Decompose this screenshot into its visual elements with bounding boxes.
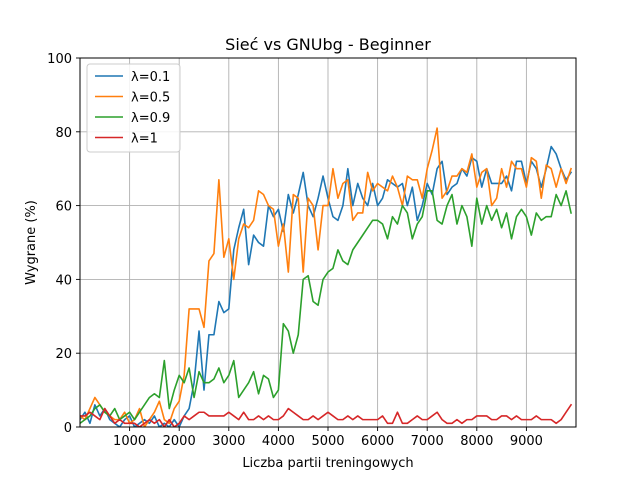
legend-label: λ=0.9 <box>131 111 170 126</box>
y-tick-label: 80 <box>55 126 72 141</box>
x-tick-label: 8000 <box>460 434 493 449</box>
x-tick-label: 9000 <box>510 434 543 449</box>
y-tick-label: 20 <box>55 347 72 362</box>
y-tick-label: 0 <box>64 421 72 436</box>
series-lines <box>80 127 573 427</box>
chart-title: Sieć vs GNUbg - Beginner <box>225 35 431 54</box>
legend-label: λ=0.5 <box>131 91 170 106</box>
legend-label: λ=0.1 <box>131 70 170 85</box>
x-tick-label: 7000 <box>411 434 444 449</box>
series-line-2 <box>80 127 573 427</box>
x-tick-label: 3000 <box>212 434 245 449</box>
series-line-4 <box>80 403 573 427</box>
y-tick-label: 100 <box>47 52 72 67</box>
axis-ticks: 1000 2000 3000 4000 5000 6000 7000 8000 9000 0 20 4… <box>47 52 543 449</box>
x-tick-label: 1000 <box>113 434 146 449</box>
series-line-3 <box>80 190 572 425</box>
legend-box <box>86 63 181 153</box>
x-tick-label: 4000 <box>262 434 295 449</box>
x-tick-label: 6000 <box>361 434 394 449</box>
series-line-1 <box>80 145 573 427</box>
y-tick-label: 60 <box>55 200 72 215</box>
x-tick-label: 5000 <box>311 434 344 449</box>
legend: λ=0.1 λ=0.5 λ=0.9 λ=1 <box>86 63 181 153</box>
y-tick-label: 40 <box>55 273 72 288</box>
x-axis-label: Liczba partii treningowych <box>242 456 413 471</box>
legend-label: λ=1 <box>131 132 158 147</box>
x-tick-label: 2000 <box>163 434 196 449</box>
y-axis-label: Wygrane (%) <box>24 200 39 285</box>
